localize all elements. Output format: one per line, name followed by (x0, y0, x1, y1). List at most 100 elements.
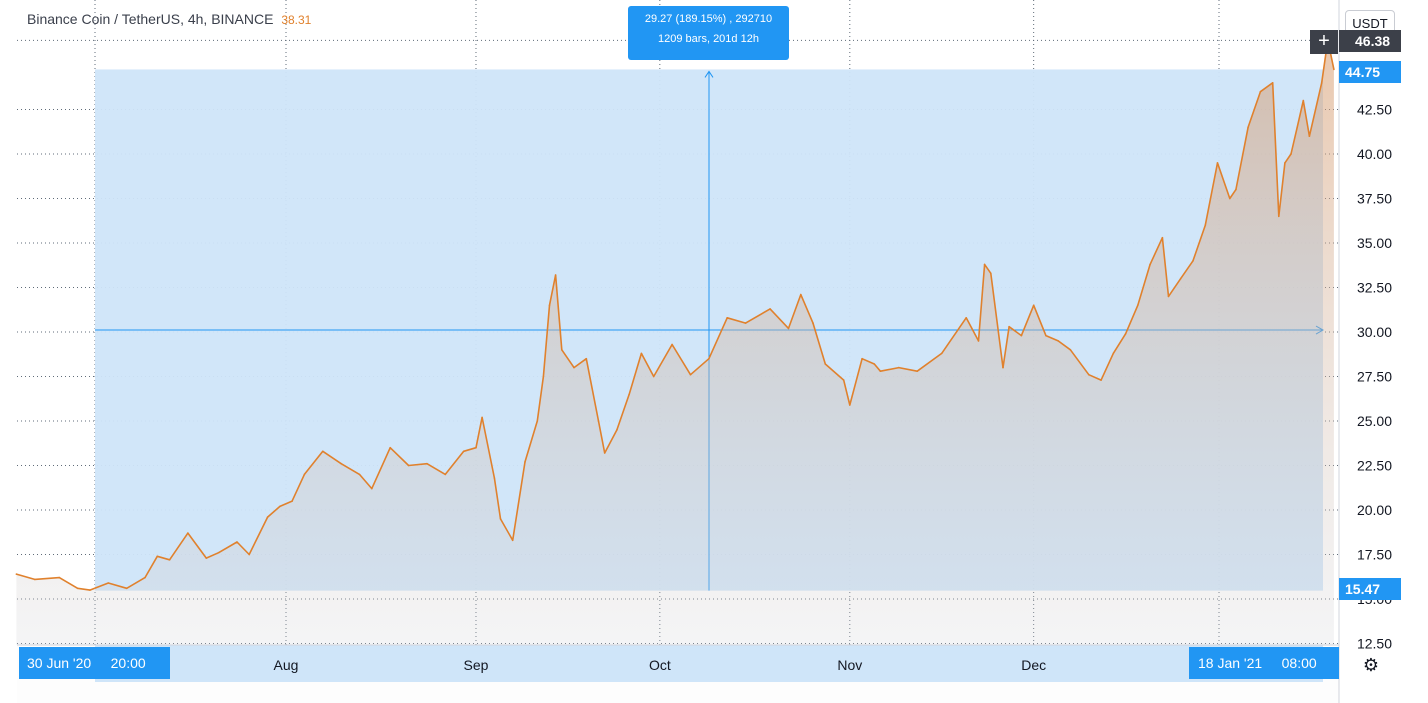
range-start-date: 30 Jun '20 (27, 655, 92, 671)
data-point (708, 357, 710, 360)
data-point (1204, 224, 1207, 226)
plus-icon[interactable]: + (1310, 30, 1338, 54)
data-point (462, 450, 465, 453)
data-point (1112, 352, 1115, 355)
y-tick-label: 40.00 (1357, 146, 1392, 162)
data-point (1278, 215, 1280, 218)
measure-time-band (95, 645, 1323, 682)
data-point (640, 352, 643, 355)
data-point (33, 578, 36, 581)
data-point (769, 308, 771, 310)
data-point (1167, 295, 1170, 298)
data-point (1229, 197, 1231, 200)
data-point (475, 446, 477, 449)
data-point (1179, 277, 1182, 280)
data-point (1032, 304, 1035, 307)
data-point (536, 420, 539, 422)
y-tick-label: 22.50 (1357, 458, 1392, 474)
measure-tooltip-change: 29.27 (189.15%) , 292710 (644, 13, 773, 25)
data-point (1002, 366, 1004, 369)
data-point (248, 553, 250, 556)
symbol-name: Binance Coin / TetherUS (27, 11, 181, 27)
data-point (1284, 162, 1286, 164)
data-point (340, 462, 343, 465)
data-point (291, 500, 293, 502)
gear-icon[interactable]: ⚙ (1362, 655, 1380, 675)
data-point (444, 473, 447, 476)
data-point (726, 317, 728, 319)
range-end-date: 18 Jan '21 (1198, 655, 1263, 671)
data-point (1271, 82, 1274, 84)
data-point (671, 343, 673, 346)
data-point (800, 293, 802, 296)
data-point (1020, 334, 1023, 337)
x-tick-label: Nov (837, 657, 862, 673)
y-tick-label: 32.50 (1357, 280, 1392, 296)
measure-v-arrow (704, 70, 714, 78)
data-point (1008, 325, 1010, 328)
data-point (493, 477, 496, 479)
data-point (15, 573, 18, 575)
data-point (499, 518, 502, 520)
y-tick-label: 27.50 (1357, 369, 1392, 385)
series-line (16, 39, 1335, 591)
data-point (898, 366, 900, 369)
data-point (1308, 135, 1311, 137)
y-tick-label: 42.50 (1357, 102, 1392, 118)
data-point (89, 589, 91, 591)
data-point (787, 327, 790, 330)
y-tick-label: 35.00 (1357, 235, 1392, 251)
data-point (554, 274, 557, 276)
interval-label: 4h (187, 11, 204, 27)
data-point (628, 393, 630, 396)
data-point (481, 416, 483, 419)
data-point (1333, 68, 1335, 71)
data-point (990, 272, 992, 275)
data-point (144, 576, 146, 579)
data-point (1320, 82, 1323, 84)
range-low-label: 15.47 (1339, 578, 1401, 600)
measure-tooltip-bars: 1209 bars, 201d 12h (658, 33, 759, 45)
data-point (652, 375, 655, 378)
measure-tooltip: 29.27 (189.15%) , 292710 1209 bars, 201d… (628, 6, 789, 60)
data-point (1088, 373, 1090, 376)
y-tick-label: 30.00 (1357, 324, 1392, 340)
data-point (548, 304, 551, 307)
data-point (1161, 236, 1164, 239)
data-point (187, 532, 189, 534)
data-point (1137, 304, 1139, 307)
data-point (303, 473, 306, 476)
data-point (1149, 263, 1151, 266)
current-price-label: 46.38 (1339, 30, 1401, 52)
data-point (236, 541, 238, 543)
data-point (1069, 349, 1072, 351)
data-point (744, 322, 747, 324)
data-point (616, 429, 618, 431)
data-point (156, 555, 159, 558)
y-tick-label: 12.50 (1357, 636, 1392, 652)
data-point (217, 551, 220, 554)
data-point (879, 370, 882, 373)
data-point (861, 357, 863, 360)
range-start-time: 20:00 (110, 655, 146, 671)
y-tick-label: 37.50 (1357, 191, 1392, 207)
data-point (1247, 126, 1249, 129)
data-point (58, 576, 61, 579)
data-point (824, 363, 827, 365)
data-point (358, 473, 361, 476)
data-point (205, 557, 208, 559)
data-point (1192, 260, 1194, 262)
data-point (125, 587, 128, 590)
chart-header: Binance Coin / TetherUS, 4h, BINANCE 38.… (27, 11, 312, 27)
data-point (1259, 90, 1262, 93)
data-point (407, 464, 410, 467)
data-point (1045, 334, 1047, 337)
data-point (322, 450, 324, 453)
data-point (389, 446, 392, 449)
data-point (603, 452, 606, 454)
data-point (597, 420, 600, 422)
data-point (524, 461, 526, 463)
x-tick-label: Sep (464, 657, 489, 673)
data-point (873, 363, 876, 365)
